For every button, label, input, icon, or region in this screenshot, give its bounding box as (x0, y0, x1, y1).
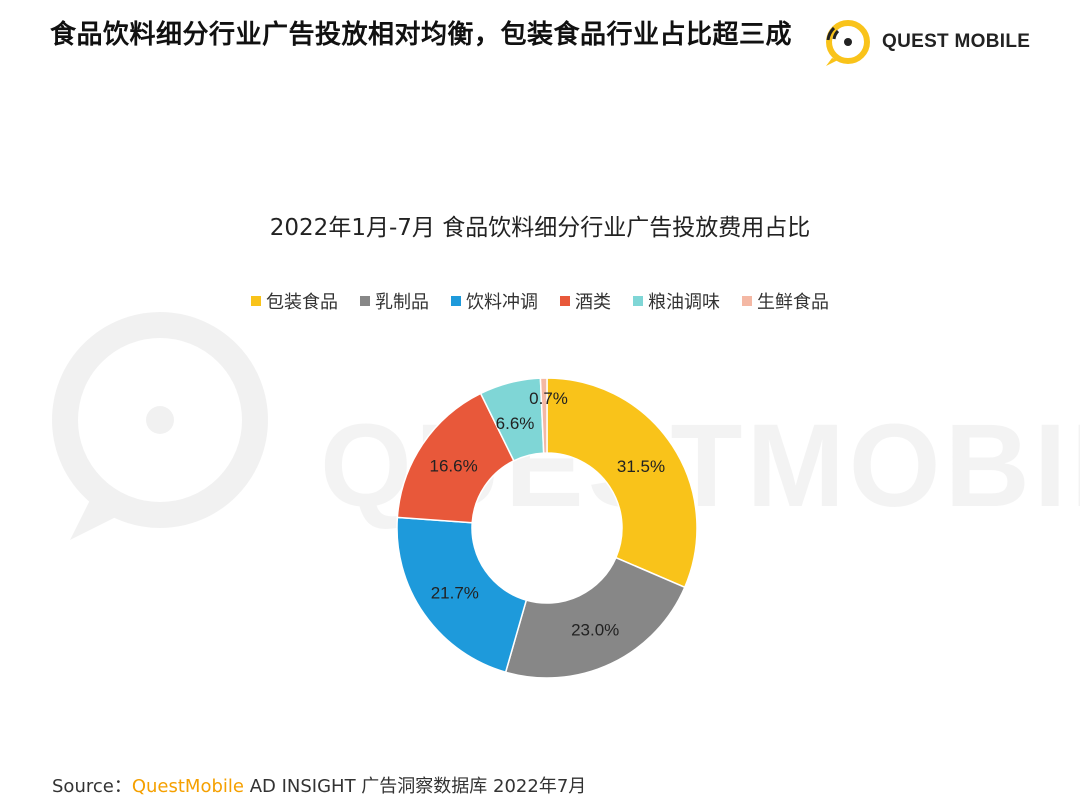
legend-label: 生鲜食品 (757, 292, 829, 313)
questmobile-logo-icon (826, 20, 870, 66)
page-title: 食品饮料细分行业广告投放相对均衡，包装食品行业占比超三成 (50, 20, 793, 50)
donut-slice (396, 392, 515, 524)
source-brand: QuestMobile (131, 776, 244, 797)
legend-item: 酒类 (560, 288, 611, 314)
legend-label: 饮料冲调 (466, 292, 538, 313)
brand-name: QUEST MOBILE (882, 31, 1031, 52)
legend-label: 包装食品 (266, 292, 338, 313)
legend-label: 酒类 (575, 292, 611, 313)
legend-swatch (251, 296, 261, 306)
legend-swatch (633, 296, 643, 306)
donut-slice (396, 516, 528, 674)
slice-data-label: 16.6% (430, 456, 478, 475)
donut-slice (504, 556, 686, 679)
legend-item: 包装食品 (251, 288, 338, 314)
legend-item: 饮料冲调 (451, 288, 538, 314)
donut-slice (546, 377, 698, 589)
source-detail: AD INSIGHT 广告洞察数据库 2022年7月 (243, 776, 587, 797)
brand-logo: QUEST MOBILE (818, 14, 1030, 70)
source-prefix: Source： (52, 776, 132, 797)
chart-legend: 包装食品 乳制品 饮料冲调 酒类 粮油调味 生鲜食品 (0, 288, 1080, 314)
legend-item: 粮油调味 (633, 288, 720, 314)
legend-label: 乳制品 (375, 292, 429, 313)
slice-data-label: 21.7% (431, 583, 479, 602)
legend-label: 粮油调味 (648, 292, 720, 313)
slice-data-label: 6.6% (496, 414, 535, 433)
slice-data-label: 23.0% (571, 621, 619, 640)
legend-swatch (560, 296, 570, 306)
legend-item: 生鲜食品 (742, 288, 829, 314)
slice-data-label: 0.7% (529, 389, 568, 408)
slice-data-label: 31.5% (617, 457, 665, 476)
chart-title: 2022年1月-7月 食品饮料细分行业广告投放费用占比 (269, 215, 811, 241)
legend-swatch (451, 296, 461, 306)
donut-slice (539, 377, 548, 454)
legend-swatch (360, 296, 370, 306)
legend-item: 乳制品 (360, 288, 429, 314)
legend-swatch (742, 296, 752, 306)
source-note: Source：QuestMobile AD INSIGHT 广告洞察数据库 20… (52, 772, 586, 798)
